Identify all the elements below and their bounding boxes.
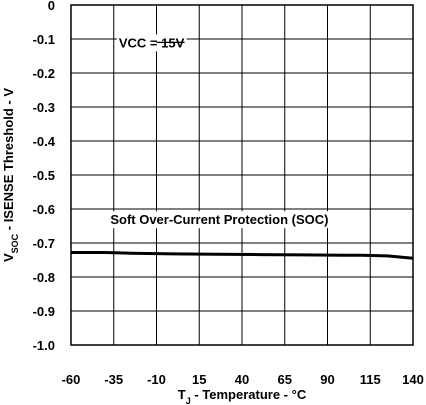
y-tick-label: -1.0 — [33, 338, 55, 353]
grid — [70, 4, 414, 346]
annotations: VCC = 15V Soft Over-Current Protection (S… — [108, 34, 331, 229]
annotation-background — [108, 211, 331, 229]
y-tick-label: 0 — [48, 0, 55, 13]
x-tick-label: -35 — [104, 372, 123, 387]
y-tick-label: -0.9 — [33, 304, 55, 319]
x-axis-label-rest: - Temperature - °C — [191, 387, 307, 402]
y-axis-label-rest: - ISENSE Threshold - V — [1, 88, 16, 234]
tick-labels: -60 -35 -10 15 40 65 90 115 140 0 -0.1 -0.2 -0.3 -0.4… — [33, 0, 424, 387]
y-tick-label: -0.4 — [33, 134, 56, 149]
annotation-text: VCC = 15V — [119, 35, 185, 50]
y-tick-label: -0.3 — [33, 100, 55, 115]
y-tick-label: -0.8 — [33, 270, 55, 285]
x-tick-label: 140 — [402, 372, 424, 387]
annotation-background — [116, 34, 187, 52]
y-tick-label: -0.7 — [33, 236, 55, 251]
x-tick-label: -10 — [147, 372, 166, 387]
x-axis-label-main: T — [178, 387, 186, 402]
y-tick-label: -0.1 — [33, 32, 55, 47]
plot-border — [70, 4, 414, 346]
x-axis-label-sub: J — [186, 396, 191, 405]
x-tick-label: 40 — [235, 372, 249, 387]
y-axis-label-main: V — [1, 253, 16, 262]
y-axis-label: VSOC - ISENSE Threshold - V — [1, 88, 20, 262]
x-tick-label: 115 — [360, 372, 381, 387]
series-lines — [71, 251, 414, 260]
x-tick-label: -60 — [62, 372, 81, 387]
x-tick-label: 65 — [278, 372, 292, 387]
x-tick-label: 15 — [192, 372, 206, 387]
annotation-text: Soft Over-Current Protection (SOC) — [110, 212, 328, 227]
x-axis-label: TJ - Temperature - °C — [178, 387, 307, 405]
y-axis-label-sub: SOC — [10, 233, 20, 253]
x-tick-label: 90 — [320, 372, 334, 387]
series-line — [71, 251, 414, 260]
y-tick-label: -0.6 — [33, 202, 55, 217]
y-tick-label: -0.5 — [33, 168, 55, 183]
y-tick-label: -0.2 — [33, 66, 55, 81]
